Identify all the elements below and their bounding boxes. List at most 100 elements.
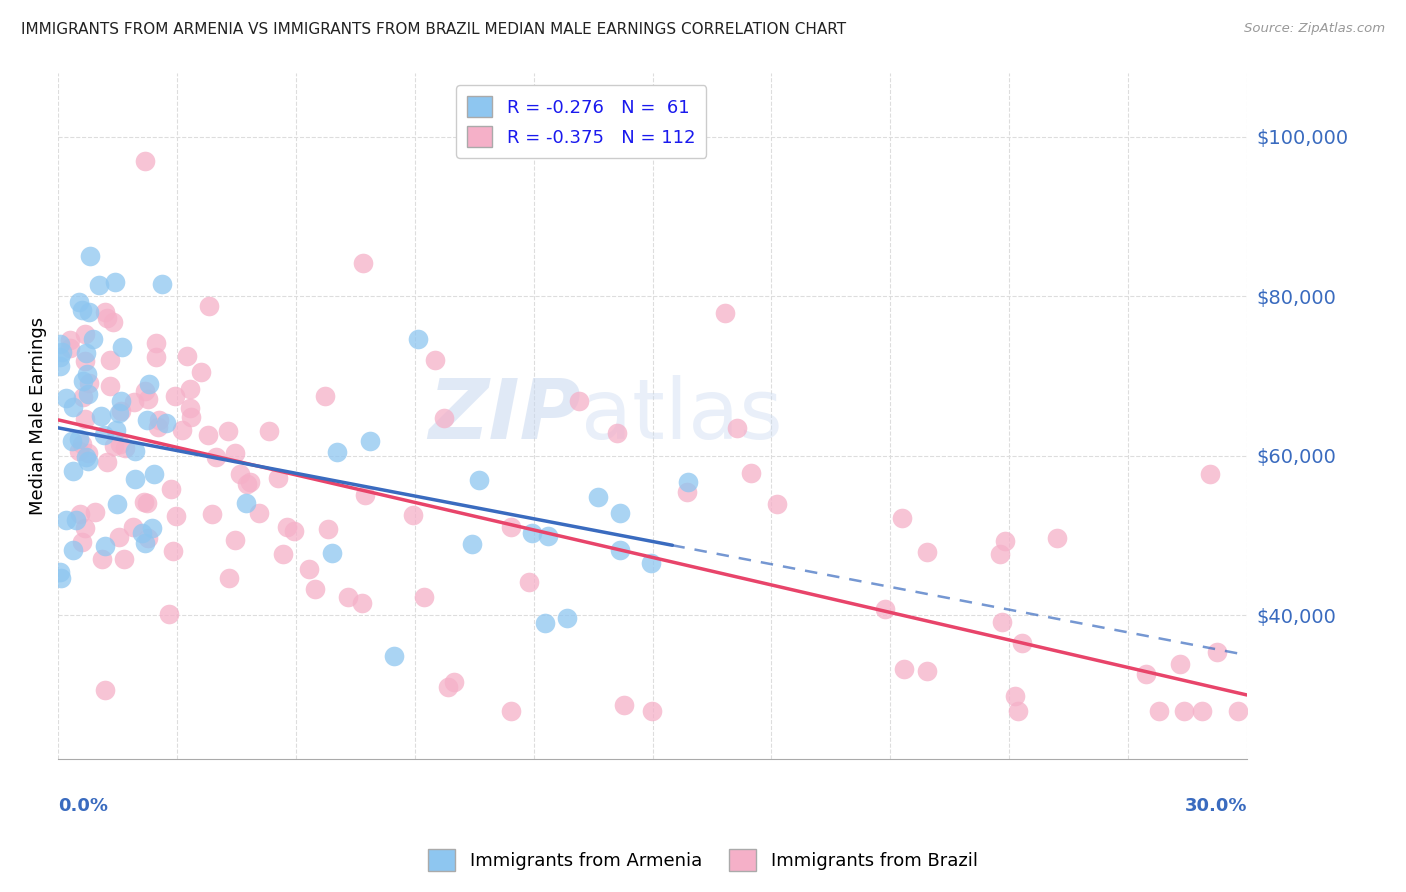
Point bbox=[224, 533, 246, 548]
Point bbox=[55, 513, 77, 527]
Point bbox=[224, 446, 246, 460]
Point bbox=[59, 341, 82, 355]
Point bbox=[1168, 657, 1191, 671]
Point bbox=[740, 467, 762, 481]
Point bbox=[609, 543, 631, 558]
Point bbox=[1198, 467, 1220, 481]
Point bbox=[326, 445, 349, 459]
Point bbox=[145, 350, 167, 364]
Point bbox=[321, 546, 343, 560]
Point bbox=[69, 507, 91, 521]
Point bbox=[67, 294, 90, 309]
Point bbox=[122, 395, 145, 409]
Point bbox=[271, 547, 294, 561]
Point bbox=[136, 531, 159, 545]
Point bbox=[82, 332, 104, 346]
Point bbox=[105, 497, 128, 511]
Point bbox=[150, 277, 173, 292]
Text: 30.0%: 30.0% bbox=[1184, 797, 1247, 814]
Point bbox=[104, 276, 127, 290]
Point bbox=[676, 485, 699, 500]
Legend: Immigrants from Armenia, Immigrants from Brazil: Immigrants from Armenia, Immigrants from… bbox=[420, 842, 986, 879]
Point bbox=[155, 416, 177, 430]
Point bbox=[1227, 704, 1250, 718]
Point bbox=[304, 582, 326, 597]
Point bbox=[501, 520, 523, 534]
Point bbox=[103, 315, 125, 329]
Point bbox=[93, 539, 115, 553]
Point bbox=[90, 551, 112, 566]
Point bbox=[537, 529, 560, 543]
Point bbox=[75, 412, 97, 426]
Point bbox=[893, 662, 915, 676]
Point bbox=[201, 507, 224, 521]
Point bbox=[172, 423, 194, 437]
Point bbox=[917, 544, 939, 558]
Point bbox=[352, 256, 374, 270]
Point bbox=[49, 337, 72, 351]
Point bbox=[136, 496, 159, 510]
Point bbox=[70, 535, 93, 549]
Point bbox=[461, 537, 484, 551]
Point bbox=[72, 374, 94, 388]
Point bbox=[314, 388, 336, 402]
Point bbox=[337, 590, 360, 604]
Point bbox=[468, 473, 491, 487]
Point bbox=[641, 704, 664, 718]
Point bbox=[609, 506, 631, 520]
Point bbox=[915, 665, 938, 679]
Point bbox=[160, 482, 183, 496]
Point bbox=[994, 534, 1017, 549]
Point bbox=[48, 350, 70, 364]
Point bbox=[676, 475, 699, 490]
Point bbox=[67, 432, 90, 446]
Text: IMMIGRANTS FROM ARMENIA VS IMMIGRANTS FROM BRAZIL MEDIAN MALE EARNINGS CORRELATI: IMMIGRANTS FROM ARMENIA VS IMMIGRANTS FR… bbox=[21, 22, 846, 37]
Point bbox=[236, 477, 259, 491]
Point bbox=[75, 326, 97, 341]
Point bbox=[134, 384, 156, 398]
Point bbox=[297, 562, 319, 576]
Point bbox=[165, 508, 187, 523]
Point bbox=[180, 410, 202, 425]
Point bbox=[1046, 531, 1069, 545]
Point bbox=[198, 299, 221, 313]
Point bbox=[517, 574, 540, 589]
Point bbox=[586, 490, 609, 504]
Point bbox=[179, 401, 201, 415]
Point bbox=[640, 556, 662, 570]
Point bbox=[141, 521, 163, 535]
Point bbox=[89, 278, 111, 293]
Point bbox=[382, 649, 405, 664]
Point bbox=[1007, 704, 1029, 718]
Point bbox=[1149, 704, 1171, 718]
Point bbox=[891, 511, 914, 525]
Point bbox=[229, 467, 252, 481]
Point bbox=[76, 446, 98, 460]
Point bbox=[55, 392, 77, 406]
Point bbox=[353, 488, 375, 502]
Text: 0.0%: 0.0% bbox=[58, 797, 108, 814]
Point bbox=[136, 413, 159, 427]
Point bbox=[257, 424, 280, 438]
Point bbox=[1011, 636, 1033, 650]
Point bbox=[217, 424, 239, 438]
Point bbox=[267, 470, 290, 484]
Point bbox=[90, 409, 112, 423]
Point bbox=[235, 496, 257, 510]
Point bbox=[79, 249, 101, 263]
Point bbox=[1191, 704, 1213, 718]
Point bbox=[124, 472, 146, 486]
Point bbox=[75, 346, 97, 360]
Point bbox=[138, 377, 160, 392]
Point bbox=[62, 400, 84, 414]
Point bbox=[991, 615, 1014, 630]
Point bbox=[197, 428, 219, 442]
Legend: R = -0.276   N =  61, R = -0.375   N = 112: R = -0.276 N = 61, R = -0.375 N = 112 bbox=[457, 86, 706, 158]
Point bbox=[423, 353, 446, 368]
Point bbox=[111, 340, 134, 354]
Point bbox=[613, 698, 636, 712]
Point bbox=[146, 420, 169, 434]
Point bbox=[110, 394, 132, 409]
Text: ZIP: ZIP bbox=[429, 376, 581, 457]
Point bbox=[134, 536, 156, 550]
